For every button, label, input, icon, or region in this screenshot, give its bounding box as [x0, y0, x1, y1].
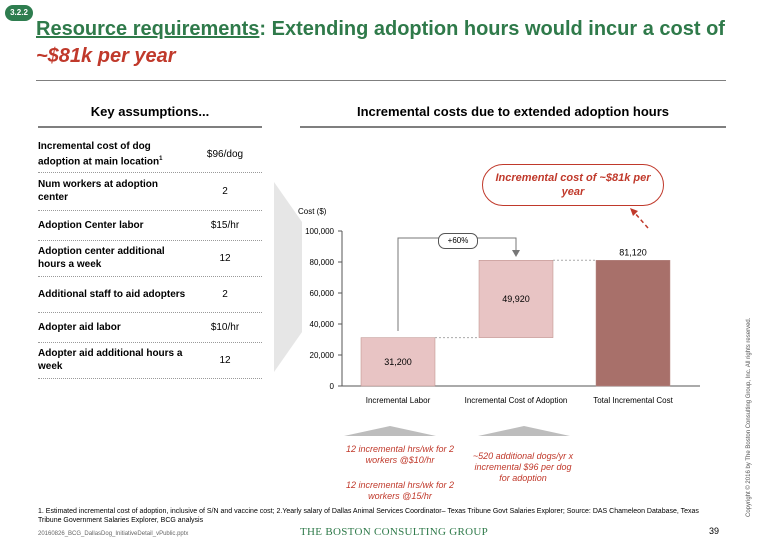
page-title: Resource requirements: Extending adoptio… [36, 16, 726, 70]
assumption-row: Adopter aid labor $10/hr [38, 312, 262, 343]
assumption-row: Additional staff to aid adopters 2 [38, 276, 262, 313]
footnote-marker: 1 [159, 156, 163, 163]
assumption-row: Incremental cost of dog adoption at main… [38, 137, 262, 173]
assumption-value: $96/dog [206, 149, 244, 160]
category-label: Incremental Cost of Adoption [465, 396, 568, 405]
assumption-value: 12 [219, 252, 231, 264]
assumption-label-text: Incremental cost of dog adoption at main… [38, 141, 160, 168]
assumption-value: $10/hr [210, 321, 240, 333]
assumption-label-text: Additional staff to aid adopters [38, 288, 186, 300]
page-number: 39 [709, 526, 720, 536]
title-divider [36, 80, 726, 81]
assumption-label: Additional staff to aid adopters [38, 288, 188, 301]
category-label: Incremental Labor [366, 396, 431, 405]
assumption-row: Adopter aid additional hours a week 12 [38, 342, 262, 379]
assumption-label-text: Adoption center additional hours a week [38, 246, 165, 270]
right-section-rule [300, 126, 726, 128]
assumption-label: Adopter aid labor [38, 321, 188, 334]
growth-badge: +60% [438, 233, 478, 249]
bar-value-label: 31,200 [384, 357, 412, 367]
bar-3 [595, 260, 671, 387]
title-part-2: : Extending adoption hours would incur a… [259, 18, 725, 40]
bar-2 [478, 260, 554, 338]
left-section-header: Key assumptions... [90, 104, 210, 119]
assumption-label: Adopter aid additional hours a week [38, 347, 188, 373]
category-label: Total Incremental Cost [593, 396, 673, 405]
assumption-label-text: Num workers at adoption center [38, 179, 159, 203]
adoption-annotation: ~520 additional dogs/yr x incremental $9… [472, 451, 574, 483]
assumption-label-text: Adopter aid labor [38, 321, 121, 333]
right-section-header: Incremental costs due to extended adopti… [356, 104, 670, 119]
assumption-label: Adoption Center labor [38, 219, 188, 232]
title-highlight: ~$81k per year [36, 45, 176, 67]
assumption-label: Incremental cost of dog adoption at main… [38, 140, 188, 168]
section-badge: 3.2.2 [5, 5, 33, 21]
assumption-label: Adoption center additional hours a week [38, 245, 188, 271]
y-tick-label: 40,000 [310, 320, 335, 329]
title-part-1: Resource requirements [36, 18, 260, 40]
labor-annotation-1: 12 incremental hrs/wk for 2 workers @$10… [345, 444, 455, 465]
flow-arrow-icon [274, 182, 302, 372]
assumption-value: 2 [222, 288, 228, 300]
copyright-notice: Copyright © 2016 by The Boston Consultin… [746, 317, 752, 517]
left-section-rule [38, 126, 262, 128]
labor-annotation-2: 12 incremental hrs/wk for 2 workers @15/… [345, 480, 455, 501]
total-cost-callout: Incremental cost of ~$81k per year [482, 164, 664, 206]
assumption-label-text: Adopter aid additional hours a week [38, 348, 183, 372]
assumption-value: 12 [219, 354, 231, 366]
y-tick-label: 80,000 [310, 258, 335, 267]
assumption-row: Adoption Center labor $15/hr [38, 210, 262, 241]
company-logo: THE BOSTON CONSULTING GROUP [300, 526, 489, 538]
adoption-bracket-icon [478, 426, 570, 436]
assumption-row: Num workers at adoption center 2 [38, 172, 262, 211]
assumption-value: 2 [222, 185, 228, 197]
bar-value-label: 81,120 [619, 247, 647, 257]
y-tick-label: 20,000 [310, 351, 335, 360]
footnote: 1. Estimated incremental cost of adoptio… [38, 508, 699, 524]
waterfall-chart: Cost ($) 0 20,000 40,000 60,000 80,000 100,00… [298, 207, 700, 405]
y-tick-label: 0 [330, 382, 335, 391]
y-tick-label: 100,000 [305, 227, 334, 236]
assumption-value: $15/hr [210, 219, 240, 231]
callout-pointer-icon [630, 208, 649, 229]
file-name: 20160826_BCG_DallasDog_InitiativeDetail_… [38, 531, 189, 537]
labor-bracket-icon [344, 426, 436, 436]
assumption-label: Num workers at adoption center [38, 178, 188, 204]
y-axis-label: Cost ($) [298, 207, 327, 216]
bar-value-label: 49,920 [502, 294, 530, 304]
assumption-label-text: Adoption Center labor [38, 219, 144, 231]
growth-arrowhead-icon [512, 250, 520, 257]
bar-1 [360, 337, 436, 387]
assumption-row: Adoption center additional hours a week 1… [38, 240, 262, 277]
y-tick-label: 60,000 [310, 289, 335, 298]
